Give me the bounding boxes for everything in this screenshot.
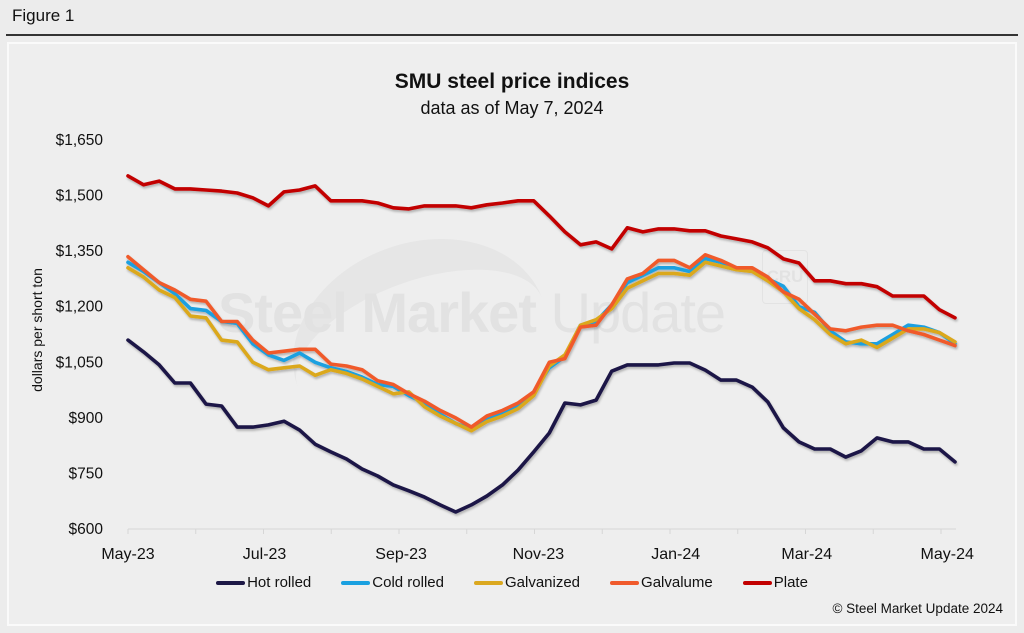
legend-item-cold-rolled: Cold rolled — [341, 574, 444, 591]
series-line-galvanized — [126, 260, 957, 433]
y-tick-label: $1,200 — [56, 299, 104, 316]
legend-label: Cold rolled — [372, 574, 444, 591]
legend-swatch — [610, 580, 640, 585]
legend-swatch — [341, 580, 371, 585]
x-tick-label: Nov-23 — [513, 546, 565, 563]
y-tick-label: $900 — [69, 410, 104, 427]
series-line-plate — [126, 174, 957, 320]
x-tick-label: May-23 — [101, 546, 154, 563]
legend-swatch — [216, 580, 246, 585]
y-tick-label: $1,350 — [56, 243, 104, 260]
chart-subtitle: data as of May 7, 2024 — [420, 98, 604, 118]
x-tick-label: Sep-23 — [375, 546, 427, 563]
x-tick-label: May-24 — [921, 546, 974, 563]
legend-label: Galvalume — [641, 574, 713, 591]
x-tick-label: Mar-24 — [781, 546, 832, 563]
series-line-galvalume — [126, 253, 957, 429]
watermark-text: Steel Market Update — [218, 280, 727, 345]
copyright-credit: © Steel Market Update 2024 — [832, 601, 1003, 616]
legend: Hot rolled Cold rolled Galvanized Galvalume… — [0, 574, 1024, 591]
series-line-hot-rolled — [126, 338, 957, 514]
y-tick-label: $750 — [69, 465, 104, 482]
legend-item-galvanized: Galvanized — [473, 574, 581, 591]
x-tick-label: Jan-24 — [651, 546, 700, 563]
legend-label: Plate — [773, 574, 808, 591]
y-tick-label: $600 — [69, 521, 104, 538]
watermark-bold: Steel Market — [218, 281, 537, 344]
watermark-light: Update — [550, 281, 727, 344]
figure-rule — [6, 34, 1018, 36]
figure-label: Figure 1 — [12, 6, 75, 25]
legend-item-plate: Plate — [742, 574, 808, 591]
legend-swatch — [742, 580, 772, 585]
y-tick-label: $1,500 — [56, 188, 104, 205]
legend-item-galvalume: Galvalume — [610, 574, 713, 591]
legend-swatch — [473, 580, 503, 585]
chart-title: SMU steel price indices — [394, 70, 630, 93]
y-tick-label: $1,650 — [56, 132, 104, 149]
legend-label: Galvanized — [504, 574, 581, 591]
x-tick-label: Jul-23 — [243, 546, 287, 563]
series-line-cold-rolled — [126, 256, 957, 431]
legend-item-hot-rolled: Hot rolled — [216, 574, 311, 591]
legend-label: Hot rolled — [247, 574, 312, 591]
y-tick-label: $1,050 — [56, 354, 104, 371]
